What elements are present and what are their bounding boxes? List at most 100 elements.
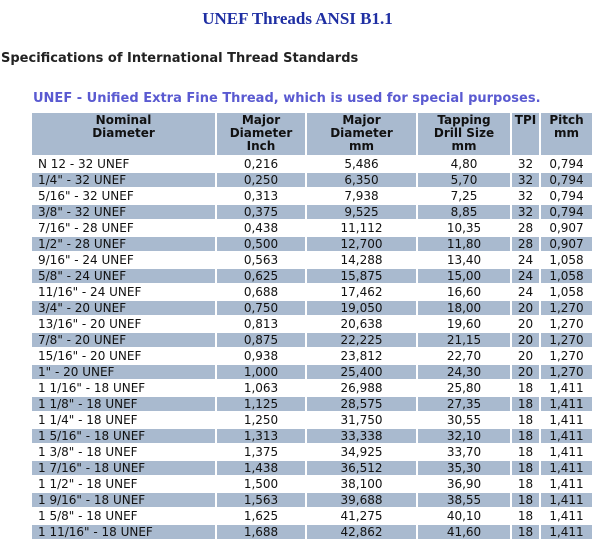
tapping-drill-size-cell: 40,10 xyxy=(418,509,510,523)
nominal-diameter-cell: 11/16" - 24 UNEF xyxy=(32,285,215,299)
table-row: 1 11/16" - 18 UNEF 1,688 42,862 41,60 18 1,41… xyxy=(32,525,592,539)
header-line: Diameter xyxy=(229,126,293,140)
major-diameter-inch-cell: 0,938 xyxy=(217,349,305,363)
header-line: mm xyxy=(348,139,374,153)
header-major-diameter-inch: Major Diameter Inch xyxy=(217,113,305,155)
header-line: Drill Size xyxy=(433,126,495,140)
major-diameter-mm-cell: 25,400 xyxy=(307,365,416,379)
major-diameter-mm-cell: 34,925 xyxy=(307,445,416,459)
tpi-cell: 24 xyxy=(512,285,539,299)
major-diameter-inch-cell: 1,125 xyxy=(217,397,305,411)
pitch-cell: 1,411 xyxy=(541,445,592,459)
nominal-diameter-cell: 15/16" - 20 UNEF xyxy=(32,349,215,363)
tapping-drill-size-cell: 41,60 xyxy=(418,525,510,539)
major-diameter-mm-cell: 22,225 xyxy=(307,333,416,347)
tapping-drill-size-cell: 30,55 xyxy=(418,413,510,427)
table-row: 1 9/16" - 18 UNEF 1,563 39,688 38,55 18 1,411 xyxy=(32,493,592,507)
nominal-diameter-cell: 1" - 20 UNEF xyxy=(32,365,215,379)
nominal-diameter-cell: 1 5/8" - 18 UNEF xyxy=(32,509,215,523)
tpi-cell: 24 xyxy=(512,269,539,283)
header-line: TPI xyxy=(514,113,537,127)
pitch-cell: 1,270 xyxy=(541,317,592,331)
tpi-cell: 18 xyxy=(512,477,539,491)
major-diameter-mm-cell: 39,688 xyxy=(307,493,416,507)
header-line: mm xyxy=(553,126,579,140)
header-line: Nominal xyxy=(95,113,152,127)
major-diameter-inch-cell: 1,438 xyxy=(217,461,305,475)
nominal-diameter-cell: 1 7/16" - 18 UNEF xyxy=(32,461,215,475)
pitch-cell: 0,907 xyxy=(541,221,592,235)
major-diameter-mm-cell: 6,350 xyxy=(307,173,416,187)
nominal-diameter-cell: 1/2" - 28 UNEF xyxy=(32,237,215,251)
pitch-cell: 1,058 xyxy=(541,269,592,283)
pitch-cell: 0,794 xyxy=(541,173,592,187)
nominal-diameter-cell: 9/16" - 24 UNEF xyxy=(32,253,215,267)
tapping-drill-size-cell: 18,00 xyxy=(418,301,510,315)
table-row: N 12 - 32 UNEF 0,216 5,486 4,80 32 0,794 xyxy=(32,157,592,171)
table-row: 1/4" - 32 UNEF 0,250 6,350 5,70 32 0,794 xyxy=(32,173,592,187)
tapping-drill-size-cell: 13,40 xyxy=(418,253,510,267)
tapping-drill-size-cell: 7,25 xyxy=(418,189,510,203)
nominal-diameter-cell: 1 1/2" - 18 UNEF xyxy=(32,477,215,491)
major-diameter-mm-cell: 17,462 xyxy=(307,285,416,299)
tapping-drill-size-cell: 38,55 xyxy=(418,493,510,507)
nominal-diameter-cell: 1 9/16" - 18 UNEF xyxy=(32,493,215,507)
major-diameter-inch-cell: 1,375 xyxy=(217,445,305,459)
pitch-cell: 0,794 xyxy=(541,205,592,219)
major-diameter-inch-cell: 0,750 xyxy=(217,301,305,315)
major-diameter-mm-cell: 19,050 xyxy=(307,301,416,315)
tpi-cell: 32 xyxy=(512,205,539,219)
pitch-cell: 1,411 xyxy=(541,477,592,491)
pitch-cell: 1,411 xyxy=(541,461,592,475)
major-diameter-inch-cell: 0,875 xyxy=(217,333,305,347)
nominal-diameter-cell: 1 3/8" - 18 UNEF xyxy=(32,445,215,459)
nominal-diameter-cell: 1 1/4" - 18 UNEF xyxy=(32,413,215,427)
tapping-drill-size-cell: 10,35 xyxy=(418,221,510,235)
major-diameter-mm-cell: 33,338 xyxy=(307,429,416,443)
tapping-drill-size-cell: 8,85 xyxy=(418,205,510,219)
nominal-diameter-cell: 7/16" - 28 UNEF xyxy=(32,221,215,235)
pitch-cell: 1,411 xyxy=(541,397,592,411)
table-row: 1 1/4" - 18 UNEF 1,250 31,750 30,55 18 1,411 xyxy=(32,413,592,427)
page-title: UNEF Threads ANSI B1.1 xyxy=(202,9,393,28)
tpi-cell: 18 xyxy=(512,509,539,523)
major-diameter-mm-cell: 11,112 xyxy=(307,221,416,235)
major-diameter-inch-cell: 1,688 xyxy=(217,525,305,539)
nominal-diameter-cell: 1 1/8" - 18 UNEF xyxy=(32,397,215,411)
tpi-cell: 32 xyxy=(512,173,539,187)
tpi-cell: 18 xyxy=(512,381,539,395)
nominal-diameter-cell: 1 1/16" - 18 UNEF xyxy=(32,381,215,395)
nominal-diameter-cell: N 12 - 32 UNEF xyxy=(32,157,215,171)
table-row: 13/16" - 20 UNEF 0,813 20,638 19,60 20 1,270 xyxy=(32,317,592,331)
nominal-diameter-cell: 3/4" - 20 UNEF xyxy=(32,301,215,315)
tapping-drill-size-cell: 25,80 xyxy=(418,381,510,395)
major-diameter-mm-cell: 42,862 xyxy=(307,525,416,539)
tpi-cell: 20 xyxy=(512,301,539,315)
tapping-drill-size-cell: 5,70 xyxy=(418,173,510,187)
table-row: 1" - 20 UNEF 1,000 25,400 24,30 20 1,270 xyxy=(32,365,592,379)
table-header: Nominal Diameter Major Diameter Inch Maj… xyxy=(32,113,592,155)
tapping-drill-size-cell: 24,30 xyxy=(418,365,510,379)
major-diameter-inch-cell: 1,625 xyxy=(217,509,305,523)
pitch-cell: 1,270 xyxy=(541,333,592,347)
nominal-diameter-cell: 13/16" - 20 UNEF xyxy=(32,317,215,331)
pitch-cell: 1,411 xyxy=(541,413,592,427)
tapping-drill-size-cell: 22,70 xyxy=(418,349,510,363)
table-row: 15/16" - 20 UNEF 0,938 23,812 22,70 20 1,270 xyxy=(32,349,592,363)
major-diameter-mm-cell: 23,812 xyxy=(307,349,416,363)
table-row: 3/4" - 20 UNEF 0,750 19,050 18,00 20 1,270 xyxy=(32,301,592,315)
tpi-cell: 20 xyxy=(512,365,539,379)
nominal-diameter-cell: 1/4" - 32 UNEF xyxy=(32,173,215,187)
tapping-drill-size-cell: 35,30 xyxy=(418,461,510,475)
tpi-cell: 32 xyxy=(512,157,539,171)
header-line: Major xyxy=(342,113,381,127)
header-pitch: Pitch mm xyxy=(541,113,592,155)
table-row: 9/16" - 24 UNEF 0,563 14,288 13,40 24 1,058 xyxy=(32,253,592,267)
table-row: 1 1/16" - 18 UNEF 1,063 26,988 25,80 18 1,411 xyxy=(32,381,592,395)
table-row: 1 5/8" - 18 UNEF 1,625 41,275 40,10 18 1,411 xyxy=(32,509,592,523)
major-diameter-inch-cell: 0,813 xyxy=(217,317,305,331)
major-diameter-inch-cell: 0,438 xyxy=(217,221,305,235)
major-diameter-inch-cell: 1,000 xyxy=(217,365,305,379)
major-diameter-mm-cell: 41,275 xyxy=(307,509,416,523)
table-row: 1 7/16" - 18 UNEF 1,438 36,512 35,30 18 1,411 xyxy=(32,461,592,475)
